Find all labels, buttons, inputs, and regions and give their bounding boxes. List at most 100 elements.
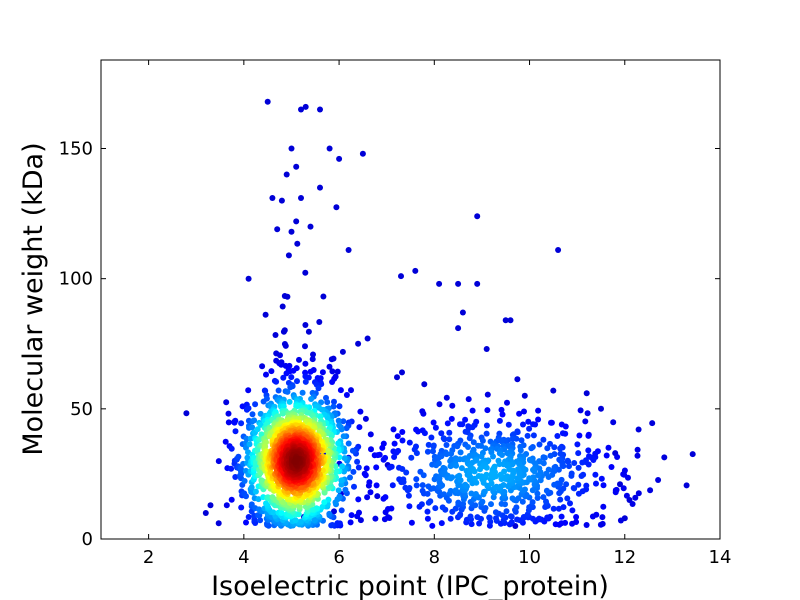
data-point bbox=[302, 103, 309, 110]
data-point bbox=[259, 363, 266, 370]
data-point bbox=[343, 425, 350, 432]
data-point bbox=[245, 449, 251, 456]
data-point bbox=[478, 453, 485, 460]
data-point bbox=[515, 495, 522, 502]
data-point bbox=[337, 387, 344, 394]
data-point bbox=[472, 491, 479, 497]
data-point bbox=[367, 489, 374, 496]
data-point bbox=[354, 458, 361, 465]
data-point bbox=[483, 422, 490, 429]
data-point bbox=[340, 433, 347, 440]
data-point bbox=[252, 488, 259, 495]
data-point bbox=[320, 293, 327, 300]
data-point bbox=[629, 501, 636, 507]
data-point bbox=[443, 451, 450, 458]
data-point bbox=[520, 421, 526, 428]
data-point bbox=[593, 480, 599, 487]
data-point bbox=[269, 195, 276, 201]
data-point bbox=[338, 477, 345, 484]
data-point bbox=[493, 515, 499, 522]
data-point bbox=[388, 463, 395, 470]
data-point bbox=[509, 435, 516, 442]
data-point bbox=[484, 407, 491, 414]
data-point bbox=[448, 415, 455, 422]
data-point bbox=[483, 471, 490, 478]
data-point bbox=[446, 436, 453, 443]
data-point bbox=[552, 521, 559, 528]
data-point bbox=[430, 448, 436, 455]
data-point bbox=[551, 444, 558, 451]
data-point bbox=[296, 356, 302, 363]
data-point bbox=[357, 408, 364, 415]
data-point bbox=[420, 410, 427, 417]
data-point bbox=[540, 436, 547, 443]
data-point bbox=[518, 437, 525, 444]
data-point bbox=[582, 418, 589, 425]
data-point bbox=[544, 514, 551, 521]
data-point bbox=[388, 505, 395, 512]
data-point bbox=[505, 421, 512, 428]
data-point bbox=[330, 403, 337, 410]
data-point bbox=[399, 369, 405, 376]
data-point bbox=[342, 486, 349, 493]
data-point bbox=[543, 498, 549, 505]
data-point bbox=[295, 511, 302, 518]
data-point bbox=[482, 445, 489, 452]
x-tick-label: 8 bbox=[429, 547, 440, 568]
data-point bbox=[514, 516, 521, 523]
data-point bbox=[356, 509, 362, 516]
data-point bbox=[499, 411, 506, 418]
data-point bbox=[547, 452, 554, 459]
axis-ticks: 2 4 6 8 10 12 14 0 50 100 150 bbox=[59, 60, 731, 568]
data-point bbox=[513, 504, 520, 511]
data-point bbox=[512, 523, 519, 529]
data-point bbox=[412, 267, 419, 274]
data-point bbox=[477, 466, 483, 473]
data-point bbox=[483, 464, 490, 471]
data-point bbox=[310, 351, 316, 358]
data-point bbox=[232, 428, 239, 435]
data-point bbox=[270, 509, 277, 516]
data-point bbox=[432, 424, 439, 431]
data-point bbox=[567, 500, 573, 507]
data-point bbox=[460, 500, 467, 507]
data-point bbox=[439, 504, 446, 511]
data-point bbox=[575, 481, 582, 488]
data-point bbox=[292, 517, 299, 524]
data-point bbox=[558, 476, 565, 483]
data-point bbox=[335, 440, 342, 447]
data-point bbox=[447, 487, 454, 494]
data-point bbox=[597, 521, 604, 528]
data-point bbox=[467, 513, 474, 520]
data-point bbox=[617, 517, 624, 524]
data-point bbox=[336, 155, 343, 162]
data-point bbox=[298, 195, 304, 201]
data-point bbox=[469, 407, 476, 414]
data-point bbox=[298, 518, 304, 525]
data-point bbox=[277, 352, 283, 359]
data-point bbox=[446, 429, 453, 436]
data-point bbox=[605, 444, 612, 451]
data-point bbox=[470, 439, 477, 446]
data-point bbox=[215, 458, 222, 465]
data-point bbox=[600, 482, 607, 489]
data-point bbox=[292, 457, 299, 464]
data-point bbox=[331, 508, 337, 515]
data-point bbox=[456, 472, 463, 479]
data-point bbox=[458, 465, 465, 472]
data-point bbox=[516, 470, 523, 477]
data-point bbox=[420, 472, 427, 479]
data-point bbox=[262, 443, 269, 450]
data-point bbox=[471, 468, 478, 475]
data-point bbox=[339, 348, 346, 355]
data-point bbox=[583, 522, 590, 528]
data-point bbox=[455, 499, 462, 506]
data-point bbox=[634, 446, 641, 453]
data-point bbox=[585, 447, 592, 454]
data-point bbox=[228, 445, 235, 452]
y-tick-label: 150 bbox=[59, 139, 93, 160]
data-point bbox=[406, 503, 413, 510]
data-point bbox=[202, 510, 209, 516]
data-point bbox=[436, 280, 443, 287]
y-tick-label: 100 bbox=[59, 269, 93, 290]
